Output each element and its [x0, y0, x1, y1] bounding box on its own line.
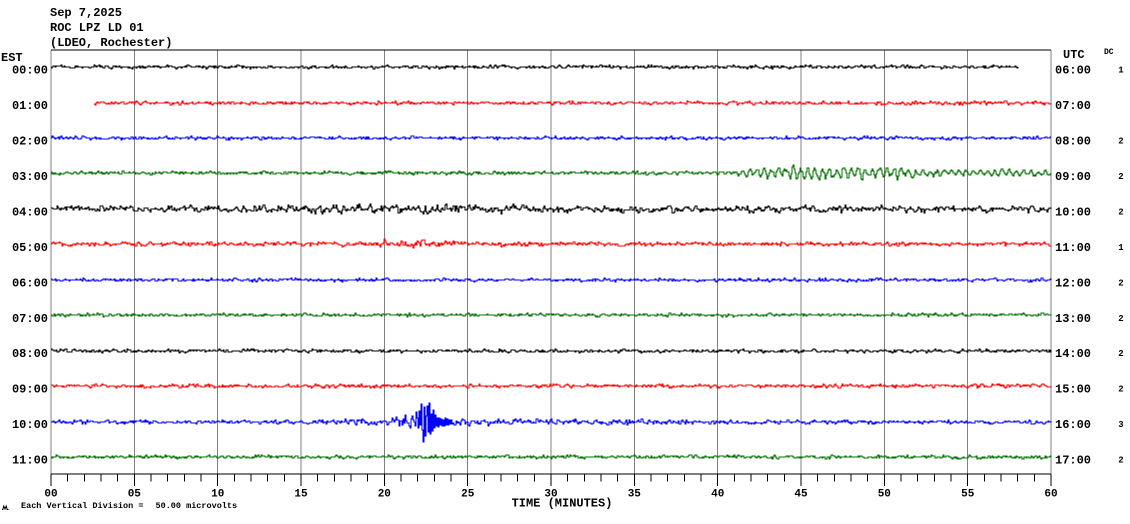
svg-text:2: 2 [1118, 314, 1123, 324]
svg-text:16:00: 16:00 [1055, 418, 1091, 432]
svg-text:00: 00 [44, 489, 57, 501]
svg-text:04:00: 04:00 [12, 205, 48, 219]
svg-text:07:00: 07:00 [12, 312, 48, 326]
svg-text:40: 40 [711, 489, 724, 501]
svg-text:1: 1 [1118, 243, 1124, 253]
svg-text:ROC LPZ LD 01: ROC LPZ LD 01 [50, 21, 144, 35]
svg-text:TIME (MINUTES): TIME (MINUTES) [512, 497, 613, 511]
svg-text:2: 2 [1118, 137, 1123, 147]
svg-text:2: 2 [1118, 207, 1123, 217]
svg-text:60: 60 [1044, 489, 1057, 501]
svg-text:45: 45 [794, 489, 808, 501]
svg-text:10:00: 10:00 [1055, 205, 1091, 219]
svg-text:13:00: 13:00 [1055, 312, 1091, 326]
svg-text:00:00: 00:00 [12, 64, 48, 78]
svg-text:Each Vertical Division =: Each Vertical Division = [21, 501, 143, 511]
svg-text:17:00: 17:00 [1055, 454, 1091, 468]
svg-text:09:00: 09:00 [1055, 170, 1091, 184]
svg-text:10:00: 10:00 [12, 418, 48, 432]
svg-text:08:00: 08:00 [1055, 135, 1091, 149]
svg-text:55: 55 [961, 489, 975, 501]
svg-text:02:00: 02:00 [12, 135, 48, 149]
svg-text:2: 2 [1118, 172, 1123, 182]
svg-text:05:00: 05:00 [12, 241, 48, 255]
svg-text:12:00: 12:00 [1055, 276, 1091, 290]
svg-text:25: 25 [461, 489, 475, 501]
svg-text:14:00: 14:00 [1055, 347, 1091, 361]
svg-text:06:00: 06:00 [1055, 64, 1091, 78]
svg-text:Sep 7,2025: Sep 7,2025 [50, 6, 122, 20]
svg-text:15: 15 [294, 489, 308, 501]
svg-text:2: 2 [1118, 278, 1123, 288]
svg-text:07:00: 07:00 [1055, 99, 1091, 113]
svg-text:11:00: 11:00 [1055, 241, 1091, 255]
svg-text:(LDEO, Rochester): (LDEO, Rochester) [50, 36, 172, 50]
svg-text:01:00: 01:00 [12, 99, 48, 113]
svg-text:2: 2 [1118, 349, 1123, 359]
svg-text:EST: EST [1, 51, 23, 65]
svg-text:50: 50 [878, 489, 891, 501]
svg-text:05: 05 [128, 489, 142, 501]
svg-text:1: 1 [1118, 66, 1124, 76]
svg-text:20: 20 [378, 489, 391, 501]
svg-text:03:00: 03:00 [12, 170, 48, 184]
svg-text:30: 30 [544, 489, 557, 501]
svg-text:50.00 microvolts: 50.00 microvolts [156, 501, 238, 511]
svg-text:UTC: UTC [1063, 48, 1085, 62]
svg-text:10: 10 [211, 489, 224, 501]
svg-text:15:00: 15:00 [1055, 383, 1091, 397]
svg-text:2: 2 [1118, 385, 1123, 395]
svg-text:2: 2 [1118, 456, 1123, 466]
svg-text:DC: DC [1104, 48, 1114, 57]
svg-text:08:00: 08:00 [12, 347, 48, 361]
svg-text:3: 3 [1118, 420, 1123, 430]
svg-text:11:00: 11:00 [12, 454, 48, 468]
svg-text:06:00: 06:00 [12, 276, 48, 290]
svg-text:09:00: 09:00 [12, 383, 48, 397]
svg-text:35: 35 [628, 489, 642, 501]
